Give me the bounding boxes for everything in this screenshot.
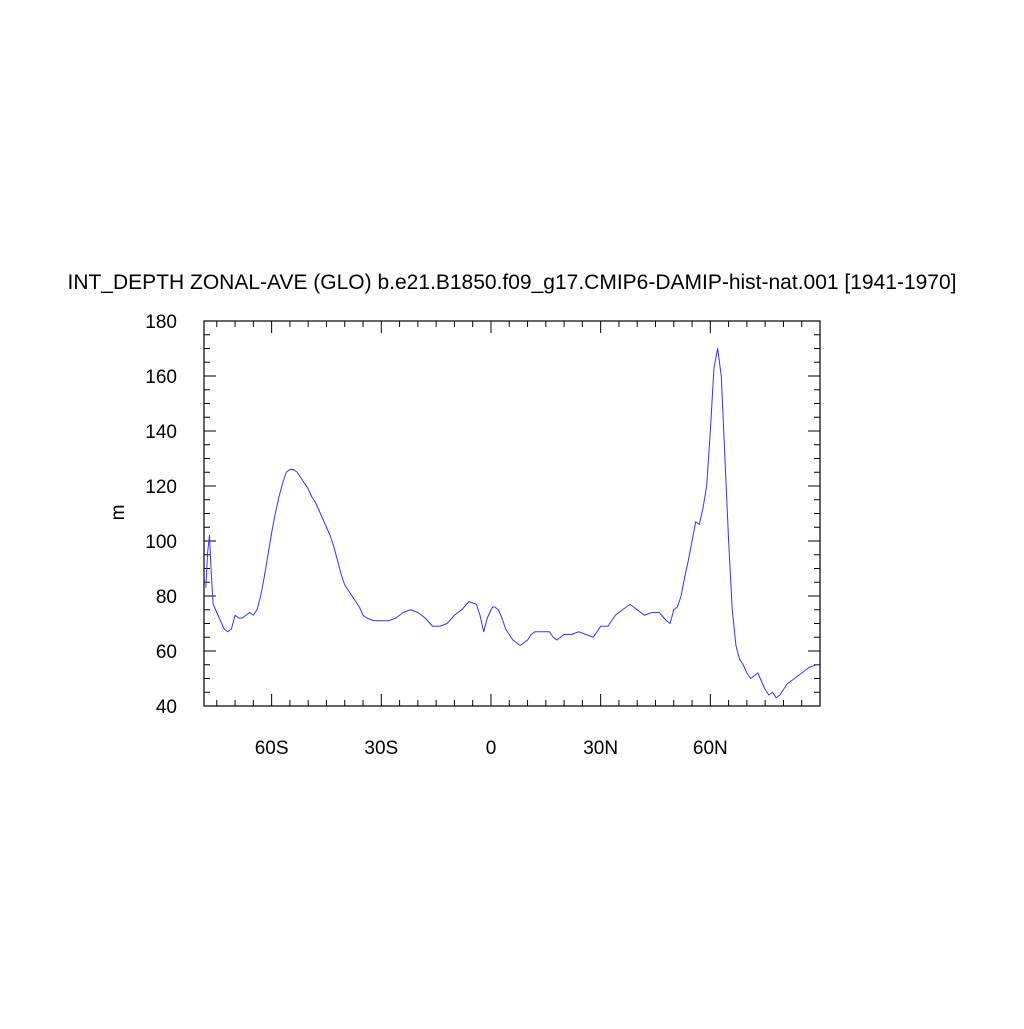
y-tick-label: 40 [156, 697, 177, 718]
x-tick-label: 0 [486, 738, 497, 759]
y-tick-label: 100 [145, 532, 177, 553]
y-axis-label: m [108, 505, 129, 521]
y-tick-label: 120 [145, 477, 177, 498]
y-tick-label: 140 [145, 422, 177, 443]
y-tick-label: 160 [145, 367, 177, 388]
y-tick-label: 80 [156, 587, 177, 608]
chart-title: INT_DEPTH ZONAL-AVE (GLO) b.e21.B1850.f0… [67, 271, 956, 294]
plot-frame [203, 320, 821, 707]
tick-labels: 40 60 80 100 120 140 160 180 60S 30S 0 30N 60N [145, 312, 727, 759]
x-tick-label: 60N [693, 738, 728, 759]
series-line [205, 348, 820, 699]
x-tick-label: 30S [364, 738, 398, 759]
y-tick-label: 180 [145, 312, 177, 333]
x-tick-label: 30N [583, 738, 618, 759]
x-tick-label: 60S [255, 738, 289, 759]
y-tick-label: 60 [156, 642, 177, 663]
